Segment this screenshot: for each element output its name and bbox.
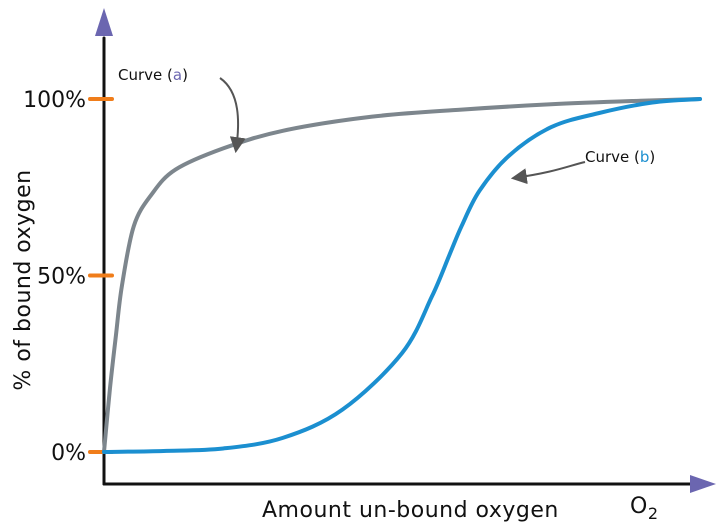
y-axis-title: % of bound oxygen (11, 169, 36, 390)
curve-b-line (102, 97, 702, 454)
curve-a-label: Curve (a) (118, 66, 188, 84)
y-tick-label: 50% (37, 265, 86, 290)
curve-a-annotation-arrow (219, 77, 246, 154)
y-axis-arrowhead (95, 8, 113, 36)
annotations: Curve (a) Curve (b) (118, 66, 655, 185)
curve-b-annotation-arrow (510, 161, 586, 185)
axes: Amount un-bound oxygen O2 % of bound oxyge… (11, 8, 716, 523)
x-axis-arrowhead (690, 475, 716, 493)
curve-b-label: Curve (b) (585, 148, 655, 166)
y-tick-label: 0% (51, 441, 86, 466)
y-tick-label: 100% (23, 88, 86, 113)
series-layer (102, 97, 702, 454)
curve-a-line (102, 97, 702, 454)
x-axis-title: Amount un-bound oxygen (262, 498, 559, 523)
x-axis-title-suffix: O2 (630, 494, 659, 523)
y-ticks: 0% 50% 100% (23, 88, 114, 466)
